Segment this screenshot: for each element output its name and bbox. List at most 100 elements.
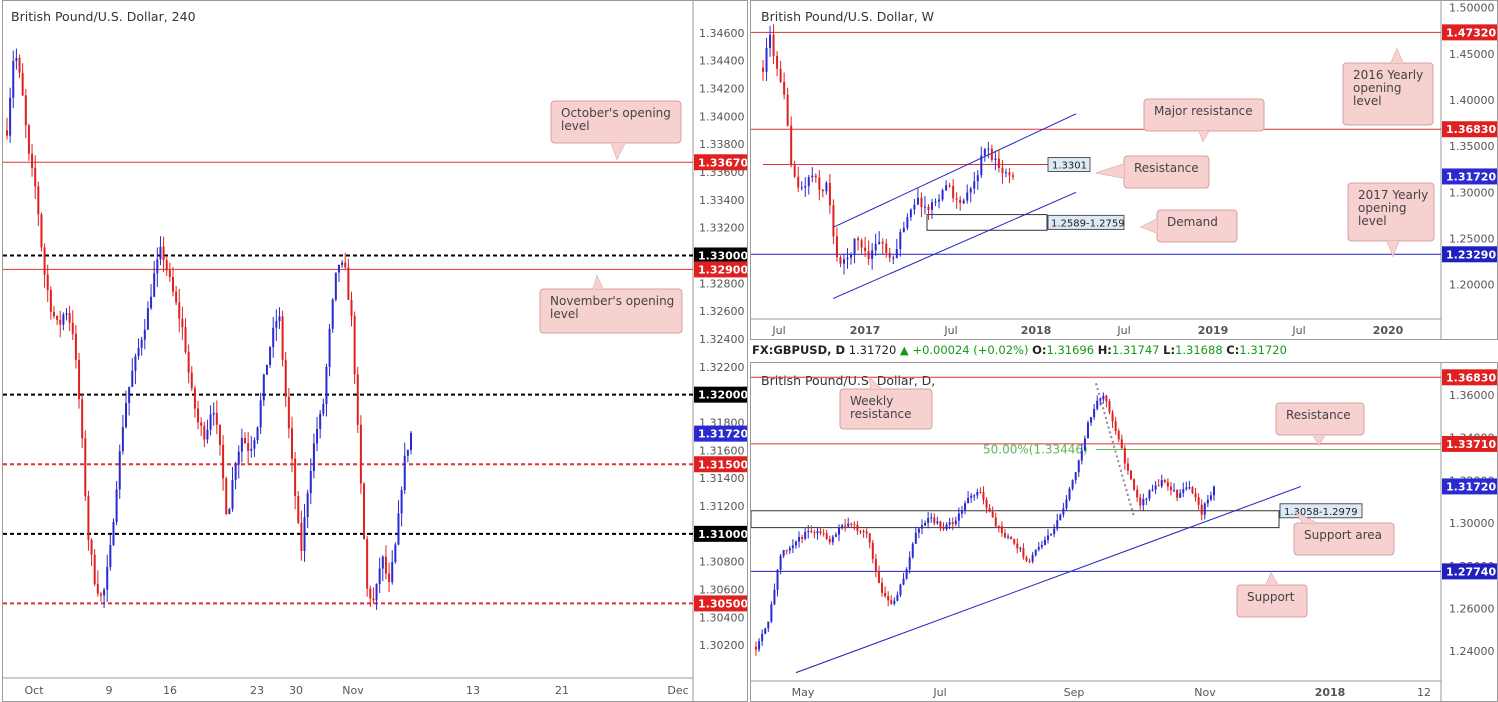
h4-candle [244, 437, 247, 444]
h4-candle [184, 327, 187, 353]
weekly-candle [909, 209, 912, 218]
h4-candle [228, 509, 231, 515]
h4-chart[interactable]: British Pound/U.S. Dollar, 240 1.34600 1.3… [3, 1, 747, 701]
h4-candle [381, 556, 384, 569]
daily-candle [794, 541, 797, 546]
h4-candle [262, 374, 265, 401]
y-tick-label: 1.40000 [1449, 94, 1495, 107]
weekly-resistance-bubble-text: resistance [850, 407, 912, 421]
yearly-2017-bubble-text: 2017 Yearly [1358, 188, 1428, 202]
h4-candle [106, 566, 109, 590]
level-price-label: 1.47320 [1446, 26, 1496, 39]
daily-candle [933, 517, 936, 524]
h4-chart-panel[interactable]: British Pound/U.S. Dollar, 240 1.34600 1.3… [2, 0, 748, 702]
level-price-label-bg [1442, 121, 1497, 138]
daily-candle [791, 545, 794, 548]
daily-candle [801, 537, 804, 539]
chart-title: British Pound/U.S. Dollar, 240 [11, 9, 196, 24]
daily-candle [822, 533, 825, 535]
daily-candle [964, 503, 967, 511]
h4-candle [146, 308, 149, 330]
h4-candle [65, 313, 68, 315]
weekly-candle [885, 243, 888, 253]
weekly-chart-panel[interactable]: British Pound/U.S. Dollar, W 1.50000 1.450… [750, 0, 1498, 340]
y-tick-label: 1.32800 [699, 277, 745, 290]
support-area-tag-bg [1279, 503, 1363, 519]
level-price-label-bg [1442, 24, 1497, 41]
y-tick-label: 1.45000 [1449, 48, 1495, 61]
support-area-bubble: Support area [1293, 511, 1395, 556]
weekly-candle [987, 148, 990, 150]
weekly-candle [835, 236, 838, 258]
daily-candle [837, 527, 840, 535]
daily-candle [890, 600, 893, 604]
daily-candle [1151, 489, 1154, 491]
weekly-candle [973, 181, 976, 189]
daily-candle [1139, 497, 1142, 506]
weekly-candle [797, 176, 800, 188]
x-tick-label: 2018 [1021, 324, 1052, 337]
h4-candle [225, 478, 228, 515]
daily-candle [960, 510, 963, 514]
h4-candle [27, 125, 30, 154]
daily-candle [1213, 486, 1215, 496]
weekly-candle [811, 175, 814, 178]
last-price-label: 1.31720 [698, 428, 747, 441]
demand-tag: 1.2589-1.2759 [1051, 218, 1125, 229]
h4-candle [247, 443, 250, 451]
daily-candle [954, 520, 957, 525]
h4-candle [18, 57, 21, 73]
h4-candle [281, 316, 284, 360]
open-label: O: [1032, 343, 1047, 357]
h4-candle [109, 544, 112, 567]
h4-candle [328, 328, 331, 367]
close-value-2: 1.31720 [1239, 343, 1287, 357]
h4-candle [253, 440, 256, 449]
h4-candle [134, 356, 137, 371]
daily-candle [844, 525, 847, 527]
daily-candle [859, 531, 862, 533]
daily-candle [970, 495, 973, 498]
daily-candle [899, 584, 902, 596]
h4-candle [43, 247, 46, 275]
weekly-candle [762, 67, 764, 72]
resistance-bubble: Resistance [1275, 402, 1365, 446]
yearly-2016-bubble-text: 2016 Yearly [1353, 68, 1423, 82]
daily-candle [1105, 395, 1108, 402]
h4-candle [391, 562, 394, 583]
weekly-candle [874, 243, 877, 251]
daily-candle [1142, 499, 1145, 506]
weekly-candle [888, 252, 891, 258]
daily-candle [927, 518, 930, 523]
weekly-resistance-bubble-text: Weekly [850, 394, 893, 408]
h4-candle [90, 539, 93, 555]
h4-candle [200, 422, 203, 426]
daily-candle [831, 536, 834, 543]
daily-candle [1007, 536, 1010, 538]
daily-chart[interactable]: British Pound/U.S. Dollar, D,1.360001.34… [751, 363, 1497, 701]
x-tick-label: 2018 [1315, 686, 1346, 699]
ohlc-header: FX:GBPUSD, D 1.31720 ▲ +0.00024 (+0.02%)… [750, 340, 1498, 360]
daily-candle [997, 526, 1000, 528]
daily-candle [834, 534, 837, 537]
daily-chart-panel[interactable]: British Pound/U.S. Dollar, D,1.360001.34… [750, 362, 1498, 702]
daily-candle [1071, 480, 1074, 489]
h4-candle [165, 260, 168, 271]
daily-candle [884, 592, 887, 597]
y-tick-label: 1.31200 [699, 500, 745, 513]
h4-candle [193, 388, 196, 409]
h4-candle [322, 404, 325, 414]
daily-candle [761, 633, 764, 642]
close-label: C: [1226, 343, 1240, 357]
weekly-candle [899, 232, 902, 250]
yearly-2017-bubble-pointer-fill [1387, 241, 1399, 256]
h4-candle [250, 448, 253, 451]
daily-candle [982, 492, 985, 500]
weekly-candle [969, 188, 972, 193]
h4-candle [153, 273, 156, 297]
daily-candle [1010, 536, 1013, 540]
daily-candle [1086, 422, 1089, 439]
resistance-bubble-text: Resistance [1134, 161, 1199, 175]
h4-candle [256, 427, 259, 441]
weekly-chart[interactable]: British Pound/U.S. Dollar, W 1.50000 1.450… [751, 1, 1497, 339]
